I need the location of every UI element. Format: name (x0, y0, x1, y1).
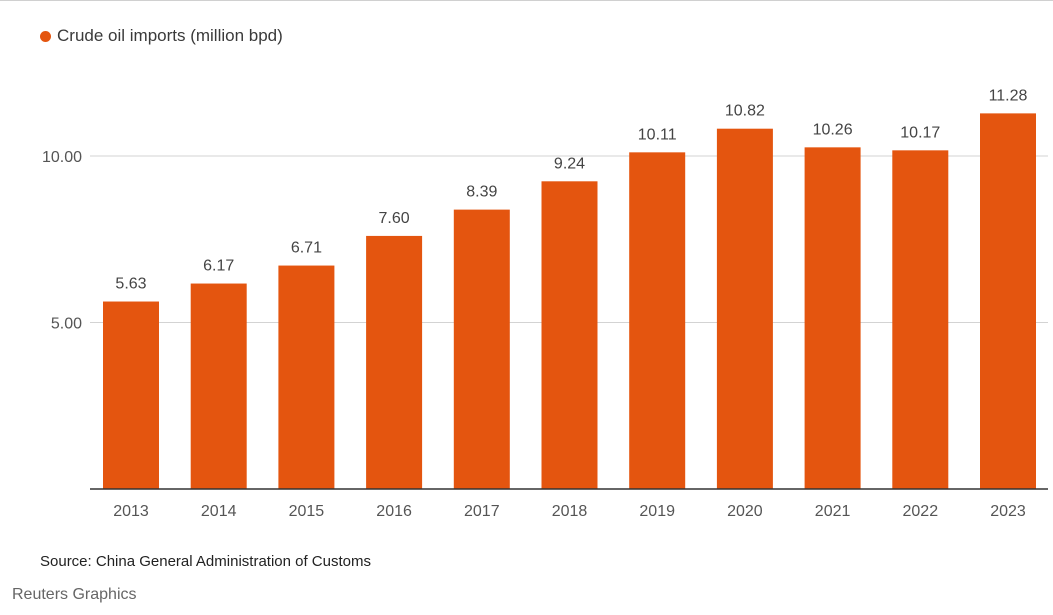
credit: Reuters Graphics (12, 586, 137, 603)
data-label-2014: 6.17 (203, 258, 234, 275)
y-tick-label: 10.00 (42, 149, 82, 166)
data-label-2019: 10.11 (638, 126, 677, 143)
data-label-2013: 5.63 (115, 276, 146, 293)
x-tick-label-2019: 2019 (639, 503, 675, 520)
data-label-2022: 10.17 (900, 124, 940, 141)
bar-2018 (541, 181, 598, 490)
bar-2022 (892, 150, 949, 490)
data-label-2023: 11.28 (989, 87, 1028, 104)
x-tick-label-2013: 2013 (113, 503, 149, 520)
bar-2019 (629, 152, 686, 489)
data-label-2015: 6.71 (291, 240, 322, 257)
bar-chart: 5.00 10.00 5.63 2013 6.17 2014 6.71 2015 7.60 201… (42, 87, 1048, 520)
bar-2020 (716, 128, 773, 489)
data-label-2021: 10.26 (813, 121, 853, 138)
x-tick-label-2021: 2021 (815, 503, 851, 520)
legend: Crude oil imports (million bpd) (40, 26, 283, 46)
x-tick-label-2023: 2023 (990, 503, 1026, 520)
source-note: Source: China General Administration of … (40, 553, 371, 570)
x-tick-label-2017: 2017 (464, 503, 500, 520)
x-tick-label-2014: 2014 (201, 503, 237, 520)
bar-2015 (278, 265, 335, 489)
top-divider (0, 0, 1053, 1)
data-label-2016: 7.60 (379, 210, 410, 227)
bar-2017 (453, 209, 510, 489)
data-label-2020: 10.82 (725, 103, 765, 120)
data-label-2017: 8.39 (466, 184, 497, 201)
bar-2016 (366, 235, 423, 489)
bar-2023 (980, 113, 1036, 489)
x-tick-label-2020: 2020 (727, 503, 763, 520)
x-tick-label-2016: 2016 (376, 503, 412, 520)
data-label-2018: 9.24 (554, 155, 585, 172)
y-tick-label: 5.00 (51, 316, 82, 333)
x-tick-label-2015: 2015 (289, 503, 325, 520)
bar-2021 (804, 147, 861, 490)
x-tick-label-2022: 2022 (903, 503, 939, 520)
x-tick-label-2018: 2018 (552, 503, 588, 520)
bar-2014 (190, 283, 247, 489)
legend-label: Crude oil imports (million bpd) (57, 26, 283, 45)
bar-2013 (103, 301, 159, 489)
legend-swatch (40, 30, 51, 42)
